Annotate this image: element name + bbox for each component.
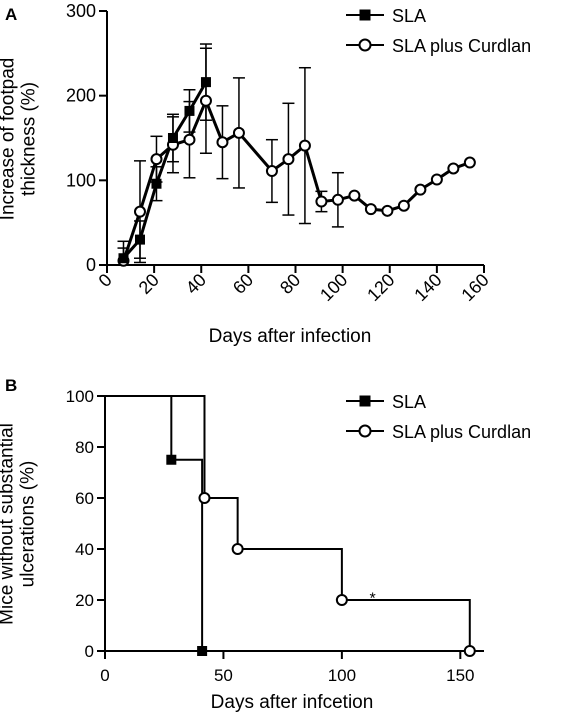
panel-b-sla-step-line bbox=[105, 395, 204, 651]
panel-a-curdlan-point bbox=[199, 94, 212, 107]
panel-b-x-tick-label: 150 bbox=[446, 666, 474, 685]
panel-b-y-tick-label: 20 bbox=[75, 591, 94, 610]
panel-a-chart: A Increase of footpad thickness (%) Days … bbox=[0, 1, 531, 347]
panel-a-legend-label: SLA plus Curdlan bbox=[392, 36, 531, 56]
panel-b-x-tick-label: 100 bbox=[328, 666, 356, 685]
panel-a-x-tick-label: 140 bbox=[410, 270, 445, 305]
panel-a-x-tick-label: 20 bbox=[135, 270, 163, 298]
panel-a-curdlan-point bbox=[447, 162, 460, 175]
panel-a-curdlan-point bbox=[298, 139, 311, 152]
panel-b-legend-label: SLA bbox=[392, 392, 426, 412]
panel-a-sla-point bbox=[151, 178, 162, 189]
panel-b-legend-label: SLA plus Curdlan bbox=[392, 422, 531, 442]
panel-a-curdlan-point bbox=[150, 153, 163, 166]
panel-a-sla-point bbox=[118, 253, 129, 264]
panel-a-error-bars bbox=[117, 43, 344, 266]
panel-a-y-tick-label: 300 bbox=[66, 1, 96, 21]
panel-a-curdlan-point bbox=[183, 133, 196, 146]
panel-b-curdlan-point bbox=[335, 594, 348, 606]
panel-b-sla-point bbox=[197, 646, 208, 656]
panel-b-curdlan-point bbox=[231, 543, 244, 555]
panel-b-y-tick-label: 0 bbox=[85, 642, 94, 661]
panel-b-x-axis-label: Days after infcetion bbox=[211, 692, 374, 713]
panel-b-y-tick-label: 100 bbox=[66, 387, 94, 406]
panel-b-y-tick-label: 60 bbox=[75, 489, 94, 508]
panel-a-label: A bbox=[5, 5, 17, 24]
panel-a-y-axis-label-line: thickness (%) bbox=[18, 82, 39, 196]
panel-a-curdlan-point bbox=[133, 205, 146, 218]
panel-b-y-tick-label: 80 bbox=[75, 438, 94, 457]
panel-a-curdlan-point bbox=[381, 204, 394, 217]
panel-b-axes: 0 20 40 60 80 100 0 50 100 150 bbox=[66, 387, 484, 685]
panel-b-markers bbox=[166, 454, 476, 657]
panel-a-sla-point bbox=[167, 133, 178, 143]
panel-a-series-lines bbox=[122, 81, 471, 262]
panel-a-curdlan-point bbox=[265, 165, 278, 178]
panel-b-y-tick-label: 40 bbox=[75, 540, 94, 559]
panel-a-sla-point bbox=[200, 77, 211, 88]
significance-asterisk: * bbox=[370, 590, 376, 607]
panel-a-curdlan-point bbox=[348, 189, 361, 202]
panel-a-curdlan-point bbox=[430, 173, 443, 186]
panel-a-curdlan-point bbox=[315, 195, 328, 208]
panel-a-x-axis-label: Days after infection bbox=[209, 326, 372, 347]
panel-b-legend-marker bbox=[359, 395, 371, 407]
panel-a-curdlan-point bbox=[414, 183, 427, 196]
panel-a-x-tick-label: 40 bbox=[182, 270, 210, 298]
panel-b-label: B bbox=[5, 376, 17, 395]
panel-a-markers bbox=[117, 77, 476, 267]
panel-a-curdlan-point bbox=[232, 126, 245, 139]
panel-a-sla-point bbox=[184, 105, 195, 116]
panel-a-x-tick-label: 160 bbox=[457, 270, 492, 305]
panel-b-x-tick-label: 50 bbox=[214, 666, 233, 685]
panel-a-legend-marker bbox=[359, 9, 371, 21]
panel-b-chart: B Mice without substantial ulcerations (%… bbox=[0, 376, 531, 713]
panel-a-y-axis-label: Increase of footpad thickness (%) bbox=[0, 58, 39, 221]
panel-b-curdlan-point bbox=[198, 492, 211, 504]
panel-b-y-axis-label-line: ulcerations (%) bbox=[17, 461, 38, 588]
panel-a-x-tick-label: 80 bbox=[276, 270, 304, 298]
panel-a-curdlan-point bbox=[282, 153, 295, 166]
panel-b-legend: SLA SLA plus Curdlan bbox=[346, 392, 531, 442]
panel-b-y-axis-label-line: Mice without substantial bbox=[0, 423, 18, 625]
panel-b-curdlan-point bbox=[463, 645, 476, 657]
panel-a-y-tick-label: 0 bbox=[86, 255, 96, 275]
panel-a-legend: SLA SLA plus Curdlan bbox=[346, 6, 531, 56]
panel-a-legend-label: SLA bbox=[392, 6, 426, 26]
panel-a-y-tick-label: 200 bbox=[66, 86, 96, 106]
panel-a-curdlan-point bbox=[397, 199, 410, 212]
panel-a-curdlan-point bbox=[463, 156, 476, 169]
panel-a-curdlan-point bbox=[216, 136, 229, 149]
panel-b-x-tick-label: 0 bbox=[100, 666, 109, 685]
panel-a-curdlan-point bbox=[331, 193, 344, 206]
panel-a-sla-point bbox=[134, 234, 145, 245]
panel-a-y-tick-label: 100 bbox=[66, 170, 96, 190]
panel-a-y-axis-label-line: Increase of footpad bbox=[0, 58, 19, 221]
panel-a-legend-marker bbox=[358, 38, 372, 52]
panel-a-x-tick-label: 120 bbox=[363, 270, 398, 305]
panel-b-legend-marker bbox=[358, 424, 372, 438]
panel-b-sla-point bbox=[166, 454, 177, 465]
panel-b-y-axis-label: Mice without substantial ulcerations (%) bbox=[0, 423, 38, 625]
panel-a-curdlan-line bbox=[122, 96, 471, 262]
panel-a-x-tick-label: 100 bbox=[316, 270, 351, 305]
panel-a-x-tick-label: 60 bbox=[229, 270, 257, 298]
panel-a-curdlan-point bbox=[364, 203, 377, 216]
panel-a-x-tick-label: 0 bbox=[95, 270, 116, 291]
